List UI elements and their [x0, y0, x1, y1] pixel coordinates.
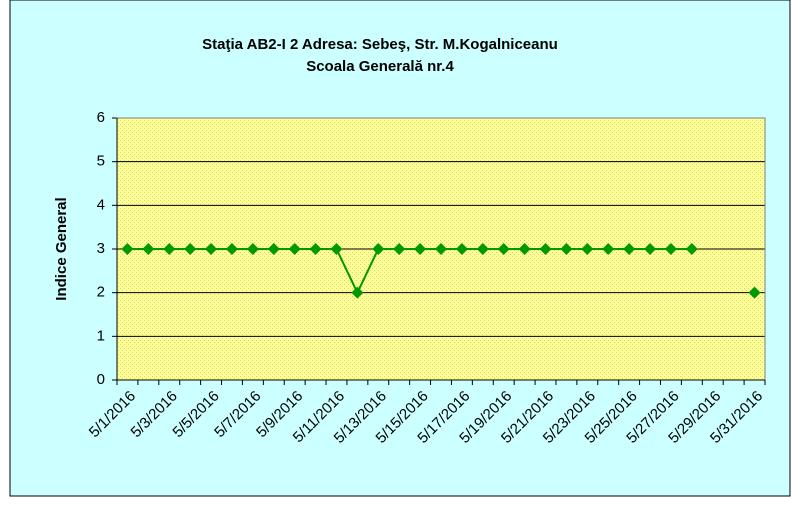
chart-title: Staţia AB2-I 2 Adresa: Sebeş, Str. M.Kog… [202, 36, 558, 53]
marker [518, 243, 531, 255]
marker [414, 243, 427, 255]
y-tick-label: 2 [97, 284, 105, 301]
marker [581, 243, 594, 255]
y-tick-label: 1 [97, 327, 105, 344]
marker [435, 243, 447, 255]
y-tick-label: 3 [97, 240, 105, 257]
marker [644, 243, 657, 255]
marker [372, 243, 385, 255]
y-tick-label: 0 [97, 371, 105, 388]
marker [330, 243, 343, 255]
marker [225, 243, 238, 255]
marker [288, 243, 301, 255]
y-axis-title: Indice General [53, 197, 70, 300]
marker [623, 243, 636, 255]
marker [267, 243, 280, 255]
marker [560, 243, 573, 255]
marker [664, 243, 677, 255]
marker [539, 243, 552, 255]
marker [351, 286, 364, 299]
marker [246, 243, 259, 255]
y-tick-label: 4 [97, 196, 105, 213]
marker [602, 243, 615, 255]
y-tick-label: 5 [97, 153, 105, 170]
marker [685, 243, 698, 255]
marker [163, 243, 176, 255]
marker [476, 243, 489, 255]
marker [121, 243, 134, 255]
marker [748, 286, 761, 299]
chart-title: Scoala Generală nr.4 [306, 58, 454, 75]
marker [142, 243, 155, 255]
marker [309, 243, 322, 255]
y-tick-label: 6 [97, 109, 105, 126]
marker [205, 243, 218, 255]
marker [497, 243, 510, 255]
marker [455, 243, 468, 255]
marker [393, 243, 406, 255]
marker [184, 243, 197, 255]
